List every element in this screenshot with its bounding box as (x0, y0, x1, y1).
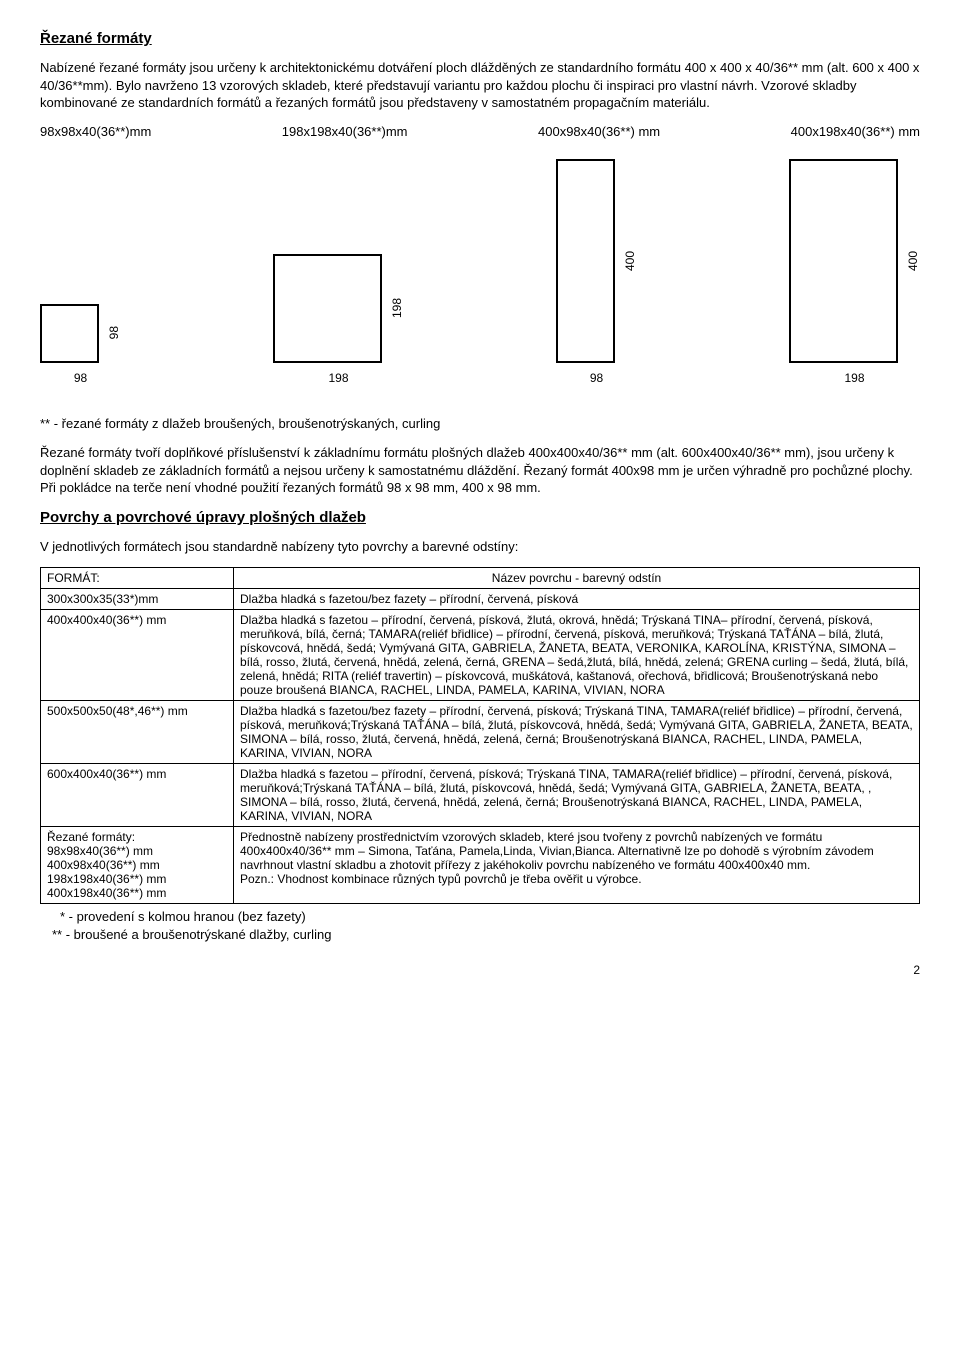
diagram: 98 98 (40, 304, 121, 385)
size-label: 98x98x40(36**)mm (40, 124, 151, 139)
cell-format: 600x400x40(36**) mm (41, 764, 234, 827)
table-row: 300x300x35(33*)mm Dlažba hladká s fazeto… (41, 589, 920, 610)
dim-vertical: 400 (623, 251, 637, 271)
dim-horizontal: 198 (844, 371, 864, 385)
dim-horizontal: 98 (74, 371, 87, 385)
page-number: 2 (40, 963, 920, 977)
table-head-desc: Název povrchu - barevný odstín (234, 568, 920, 589)
cell-format: Řezané formáty: 98x98x40(36**) mm 400x98… (41, 827, 234, 904)
diagrams-row: 98 98 198 198 400 98 400 198 (40, 159, 920, 385)
note-stars: ** - řezané formáty z dlažeb broušených,… (40, 415, 920, 433)
diagram: 400 98 (556, 159, 637, 385)
table-row: 600x400x40(36**) mm Dlažba hladká s faze… (41, 764, 920, 827)
cell-desc: Dlažba hladká s fazetou/bez fazety – pří… (234, 701, 920, 764)
dim-vertical: 98 (107, 326, 121, 339)
cell-format: 400x400x40(36**) mm (41, 610, 234, 701)
footnote: ** - broušené a broušenotrýskané dlažby,… (52, 926, 920, 944)
cell-format: 500x500x50(48*,46**) mm (41, 701, 234, 764)
diagram: 400 198 (789, 159, 920, 385)
table-row: Řezané formáty: 98x98x40(36**) mm 400x98… (41, 827, 920, 904)
size-label: 400x98x40(36**) mm (538, 124, 660, 139)
intro-paragraph: Nabízené řezané formáty jsou určeny k ar… (40, 59, 920, 112)
cell-format: 300x300x35(33*)mm (41, 589, 234, 610)
table-row: 400x400x40(36**) mm Dlažba hladká s faze… (41, 610, 920, 701)
intro-paragraph: V jednotlivých formátech jsou standardně… (40, 538, 920, 556)
section-heading: Povrchy a povrchové úpravy plošných dlaž… (40, 509, 920, 526)
table-head-format: FORMÁT: (41, 568, 234, 589)
shape-rect (40, 304, 99, 363)
surfaces-table: FORMÁT: Název povrchu - barevný odstín 3… (40, 567, 920, 904)
size-label: 400x198x40(36**) mm (791, 124, 920, 139)
size-labels-row: 98x98x40(36**)mm 198x198x40(36**)mm 400x… (40, 124, 920, 139)
cell-desc: Přednostně nabízeny prostřednictvím vzor… (234, 827, 920, 904)
section-heading: Řezané formáty (40, 30, 920, 47)
shape-rect (789, 159, 898, 363)
dim-vertical: 198 (390, 298, 404, 318)
dim-horizontal: 98 (590, 371, 603, 385)
cell-desc: Dlažba hladká s fazetou – přírodní, červ… (234, 764, 920, 827)
body-paragraph: Řezané formáty tvoří doplňkové příslušen… (40, 444, 920, 497)
footnote: * - provedení s kolmou hranou (bez fazet… (60, 908, 920, 926)
shape-rect (273, 254, 382, 363)
shape-rect (556, 159, 615, 363)
cell-desc: Dlažba hladká s fazetou/bez fazety – pří… (234, 589, 920, 610)
cell-desc: Dlažba hladká s fazetou – přírodní, červ… (234, 610, 920, 701)
dim-vertical: 400 (906, 251, 920, 271)
table-row: 500x500x50(48*,46**) mm Dlažba hladká s … (41, 701, 920, 764)
dim-horizontal: 198 (328, 371, 348, 385)
diagram: 198 198 (273, 254, 404, 385)
size-label: 198x198x40(36**)mm (282, 124, 408, 139)
